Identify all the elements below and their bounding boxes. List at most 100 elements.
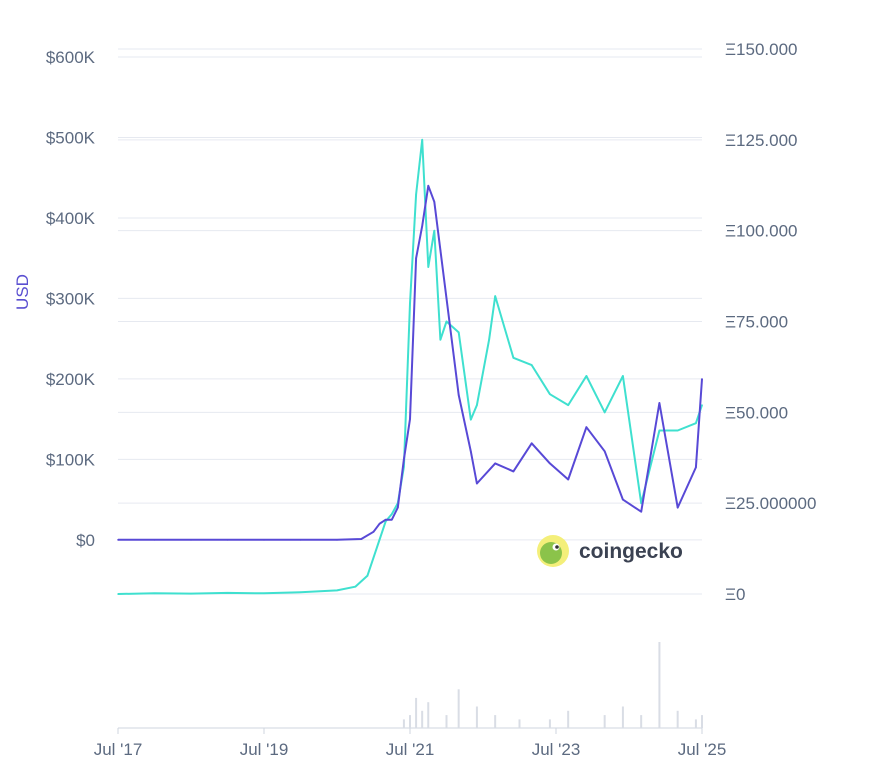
data-point-left [153,539,156,541]
data-point-right [494,295,496,297]
data-point-left [384,518,387,521]
data-point-right [409,302,411,305]
data-point-right [567,404,569,406]
data-point-right [263,592,265,595]
left-tick-label: $200K [46,370,96,389]
data-point-left [676,506,679,509]
data-point-left [512,470,515,473]
series-line-right [117,138,703,595]
volume-bar [621,706,624,728]
data-point-left [421,225,423,227]
volume-bar [445,715,448,728]
volume-bar [694,719,697,728]
data-point-left [439,249,442,251]
data-point-right [549,393,551,395]
volume-bar [421,710,424,728]
data-point-right [457,331,460,334]
left-tick-label: $400K [46,209,96,228]
data-point-left [117,539,119,541]
x-tick-label: Jul '25 [678,740,727,759]
x-tick-label: Jul '17 [94,740,143,759]
data-point-left [360,538,363,540]
data-point-right [445,320,448,323]
data-point-right [585,375,588,377]
left-tick-label: $300K [46,289,96,308]
data-point-left [226,539,229,541]
data-point-left [403,458,405,461]
data-point-right [433,229,436,232]
data-point-left [415,257,417,259]
data-point-left [457,394,460,396]
data-point-right [439,338,442,341]
data-point-left [640,510,642,513]
x-tick-label: Jul '23 [532,740,581,759]
data-point-left [603,450,606,453]
data-point-left [263,539,265,541]
data-point-right [476,404,478,406]
left-axis-ticks: $0 $100K $200K $300K $400K $500K $600K [46,48,96,550]
right-tick-label: Ξ100.000 [725,222,798,241]
grid-lines [118,48,702,729]
data-point-left [372,530,375,533]
data-point-left [397,506,399,509]
right-tick-label: Ξ75.000 [725,313,788,332]
data-point-right [530,364,533,366]
volume-bar [640,715,643,728]
data-point-right [695,422,697,425]
data-point-left [445,297,448,300]
left-tick-label: $100K [46,450,96,469]
data-point-right [603,411,606,414]
data-point-left [695,466,697,469]
data-point-right [190,592,192,595]
data-point-right [378,538,381,541]
right-axis-ticks: Ξ0 Ξ25.000000 Ξ50.000 Ξ75.000 Ξ100.000 Ξ125.0… [725,40,816,604]
data-point-right [117,593,119,595]
data-point-right [512,357,515,359]
volume-bar [409,715,411,728]
data-point-left [494,462,496,465]
data-point-left [190,539,192,541]
volume-bar [518,719,521,728]
data-point-left [299,539,302,541]
data-point-left [470,450,472,453]
data-point-left [658,402,661,404]
right-tick-label: Ξ0 [725,585,746,604]
volume-bar [415,697,418,728]
data-point-right [427,266,430,268]
data-point-left [701,378,703,380]
volume-bar [402,719,405,728]
volume-bar [567,710,570,728]
y-axis-label: USD [13,274,32,310]
data-point-left [427,184,430,187]
data-point-left [622,498,624,501]
right-tick-label: Ξ25.000000 [725,494,816,513]
data-point-left [530,442,533,445]
data-point-right [701,404,703,406]
right-tick-label: Ξ50.000 [725,403,788,422]
left-tick-label: $600K [46,48,96,67]
data-point-right [622,375,624,377]
data-point-right [366,575,369,577]
volume-bar [603,715,606,728]
data-point-left [378,522,381,525]
volume-bar [494,715,497,728]
right-tick-label: Ξ125.000 [725,131,798,150]
data-point-left [336,539,338,541]
volume-bar [548,719,551,728]
data-point-right [226,592,229,594]
data-point-left [433,201,436,203]
volume-bar [676,710,679,728]
x-tick-label: Jul '21 [386,740,435,759]
coingecko-logo: coingecko [537,535,683,567]
left-tick-label: $500K [46,128,96,147]
volume-bar [658,642,661,728]
data-point-left [390,518,393,521]
series-line-left [118,184,703,541]
data-point-right [354,585,357,588]
data-point-right [470,418,472,421]
data-point-right [372,556,375,559]
data-point-left [476,482,478,485]
data-point-right [488,338,490,341]
data-point-right [421,139,423,141]
data-point-right [336,589,338,592]
